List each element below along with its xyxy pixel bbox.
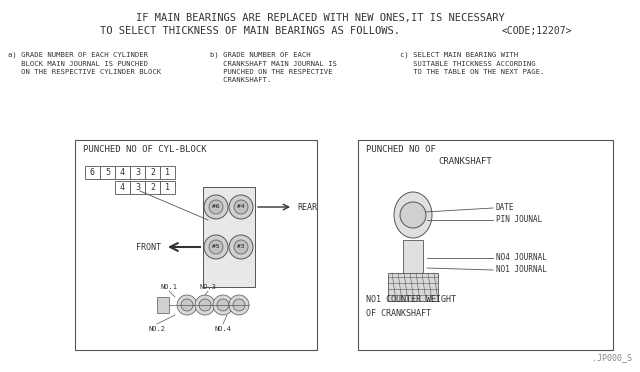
Text: NO.4: NO.4 xyxy=(214,326,232,332)
Circle shape xyxy=(229,235,253,259)
Text: 1: 1 xyxy=(165,168,170,177)
Bar xyxy=(160,166,175,179)
Text: DATE: DATE xyxy=(496,203,515,212)
Circle shape xyxy=(213,295,233,315)
Circle shape xyxy=(233,299,245,311)
Bar xyxy=(130,181,145,194)
Circle shape xyxy=(209,200,223,214)
Text: PUNCHED NO OF CYL-BLOCK: PUNCHED NO OF CYL-BLOCK xyxy=(83,145,207,154)
Bar xyxy=(160,181,175,194)
Ellipse shape xyxy=(394,192,432,238)
Text: NO4 JOURNAL: NO4 JOURNAL xyxy=(496,253,547,263)
Text: 3: 3 xyxy=(135,183,140,192)
Circle shape xyxy=(234,240,248,254)
Circle shape xyxy=(217,299,229,311)
Text: 4: 4 xyxy=(120,183,125,192)
Text: FRONT: FRONT xyxy=(136,243,161,251)
Text: NO1 COUNTER WEIGHT: NO1 COUNTER WEIGHT xyxy=(366,295,456,305)
Text: 4: 4 xyxy=(120,168,125,177)
Circle shape xyxy=(199,299,211,311)
Bar xyxy=(145,181,160,194)
Text: c) SELECT MAIN BEARING WITH
   SUITABLE THICKNESS ACCORDING
   TO THE TABLE ON T: c) SELECT MAIN BEARING WITH SUITABLE THI… xyxy=(400,52,545,74)
Text: #6: #6 xyxy=(212,205,220,209)
Circle shape xyxy=(177,295,197,315)
Text: .JP000_S: .JP000_S xyxy=(592,353,632,362)
Bar xyxy=(130,166,145,179)
Circle shape xyxy=(209,240,223,254)
Text: PIN JOUNAL: PIN JOUNAL xyxy=(496,215,542,224)
Text: NO.1: NO.1 xyxy=(161,284,177,290)
Bar xyxy=(75,140,317,350)
Bar xyxy=(115,181,130,194)
Text: NO.2: NO.2 xyxy=(148,326,166,332)
Bar xyxy=(145,166,160,179)
Bar xyxy=(157,297,169,313)
Bar xyxy=(388,273,438,301)
Text: OF CRANKSHAFT: OF CRANKSHAFT xyxy=(366,308,431,317)
Text: CRANKSHAFT: CRANKSHAFT xyxy=(438,157,492,167)
Text: 2: 2 xyxy=(150,168,155,177)
Circle shape xyxy=(229,295,249,315)
Text: REAR: REAR xyxy=(297,202,317,212)
Text: a) GRADE NUMBER OF EACH CYLINDER
   BLOCK MAIN JOURNAL IS PUNCHED
   ON THE RESP: a) GRADE NUMBER OF EACH CYLINDER BLOCK M… xyxy=(8,52,161,74)
Text: 6: 6 xyxy=(90,168,95,177)
Bar xyxy=(403,240,423,275)
Circle shape xyxy=(400,202,426,228)
Text: 2: 2 xyxy=(150,183,155,192)
Bar xyxy=(100,166,115,179)
Text: 3: 3 xyxy=(135,168,140,177)
Bar xyxy=(85,166,100,179)
Text: <CODE;12207>: <CODE;12207> xyxy=(502,26,572,36)
Text: 5: 5 xyxy=(105,168,110,177)
Bar xyxy=(358,140,613,350)
Circle shape xyxy=(204,195,228,219)
Text: b) GRADE NUMBER OF EACH
   CRANKSHAFT MAIN JOURNAL IS
   PUNCHED ON THE RESPECTI: b) GRADE NUMBER OF EACH CRANKSHAFT MAIN … xyxy=(210,52,337,83)
Text: NO.3: NO.3 xyxy=(200,284,216,290)
Circle shape xyxy=(234,200,248,214)
Circle shape xyxy=(229,195,253,219)
Circle shape xyxy=(204,235,228,259)
Text: TO SELECT THICKNESS OF MAIN BEARINGS AS FOLLOWS.: TO SELECT THICKNESS OF MAIN BEARINGS AS … xyxy=(100,26,400,36)
Circle shape xyxy=(195,295,215,315)
Text: PUNCHED NO OF: PUNCHED NO OF xyxy=(366,145,436,154)
Text: #4: #4 xyxy=(237,205,244,209)
Text: IF MAIN BEARINGS ARE REPLACED WITH NEW ONES,IT IS NECESSARY: IF MAIN BEARINGS ARE REPLACED WITH NEW O… xyxy=(136,13,504,23)
Circle shape xyxy=(181,299,193,311)
Bar xyxy=(115,166,130,179)
Text: #5: #5 xyxy=(212,244,220,250)
Text: 1: 1 xyxy=(165,183,170,192)
Bar xyxy=(203,187,255,287)
Text: #3: #3 xyxy=(237,244,244,250)
Text: NO1 JOURNAL: NO1 JOURNAL xyxy=(496,266,547,275)
